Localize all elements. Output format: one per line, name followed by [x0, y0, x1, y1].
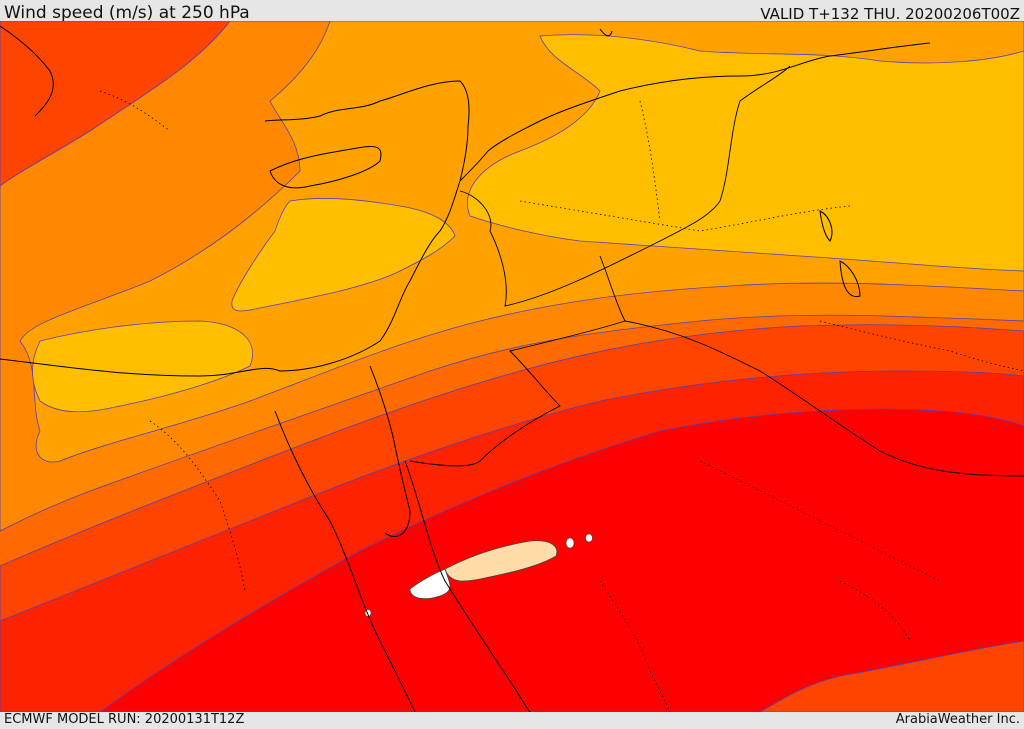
band-white-core [409, 568, 451, 600]
model-run-label: ECMWF MODEL RUN: 20200131T12Z [4, 712, 245, 727]
band-yellow-southwest [32, 320, 253, 413]
country-borders [409, 65, 1024, 477]
valid-time-label: VALID T+132 THU. 20200206T00Z [760, 5, 1020, 23]
header-bar: Wind speed (m/s) at 250 hPa VALID T+132 … [0, 0, 1024, 23]
admin-boundaries [99, 90, 1024, 712]
map-title: Wind speed (m/s) at 250 hPa [4, 3, 250, 23]
band-pale-core [444, 540, 558, 582]
band-yellow-east [467, 34, 1024, 272]
small-core-dot-2 [585, 533, 593, 543]
small-core-dot-1 [565, 537, 575, 549]
band-yellow-west [231, 198, 456, 312]
credit-label: ArabiaWeather Inc. [895, 712, 1020, 727]
footer-bar: ECMWF MODEL RUN: 20200131T12Z ArabiaWeat… [0, 712, 1024, 729]
band-redorange-southeast [759, 640, 1024, 712]
wind-speed-map[interactable] [0, 21, 1024, 712]
coastlines [0, 25, 931, 712]
